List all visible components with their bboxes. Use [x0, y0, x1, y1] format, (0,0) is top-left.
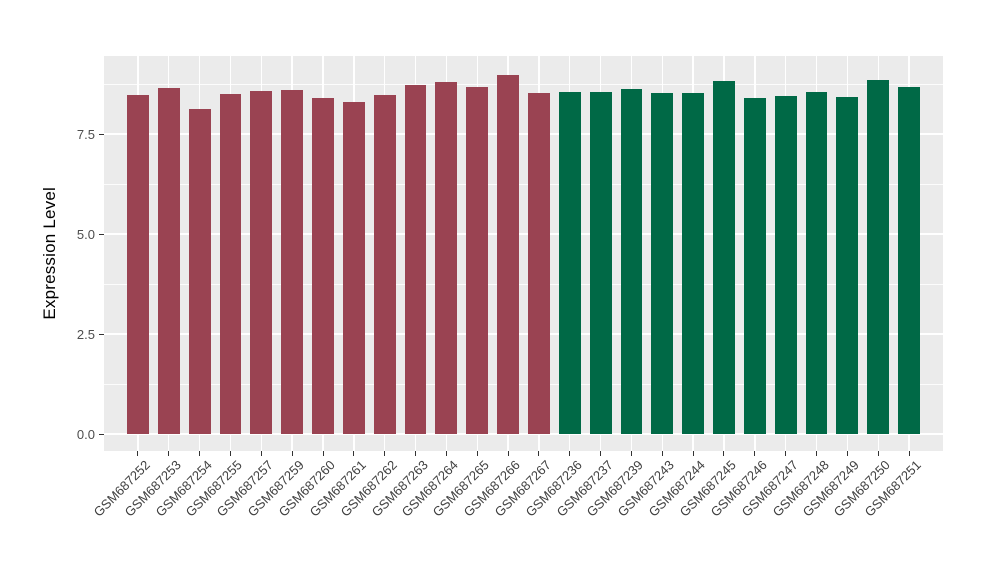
y-axis-tick-label: 5.0 [76, 226, 95, 242]
bar-GSM687252 [127, 94, 149, 434]
x-axis-tick [322, 451, 324, 456]
x-axis-tick [569, 451, 571, 456]
y-axis-tick [99, 233, 104, 235]
bar-GSM687254 [188, 109, 211, 434]
bar-GSM687245 [713, 80, 735, 434]
bar-GSM687248 [805, 91, 828, 434]
x-axis-tick [353, 451, 355, 456]
minor-gridline [104, 283, 943, 285]
bar-GSM687266 [497, 74, 519, 434]
x-axis-tick [630, 451, 632, 456]
minor-gridline [104, 383, 943, 385]
bar-GSM687251 [898, 86, 920, 434]
x-axis-tick [785, 451, 787, 456]
x-axis-tick [199, 451, 201, 456]
y-axis-title-box: Expression Level [36, 56, 64, 451]
x-axis-tick [415, 451, 417, 456]
minor-gridline [104, 183, 943, 185]
bar-GSM687237 [589, 92, 612, 434]
x-axis-tick [600, 451, 602, 456]
x-axis-tick [846, 451, 848, 456]
bar-GSM687260 [312, 97, 334, 434]
x-axis-tick [168, 451, 170, 456]
bar-GSM687267 [528, 93, 550, 434]
bar-GSM687246 [743, 97, 766, 434]
x-axis-tick [908, 451, 910, 456]
x-axis-tick [816, 451, 818, 456]
minor-gridline [104, 83, 943, 85]
x-axis-tick [445, 451, 447, 456]
x-axis-tick [661, 451, 663, 456]
bar-GSM687265 [466, 86, 489, 434]
x-axis-tick [229, 451, 231, 456]
bar-GSM687263 [404, 85, 427, 434]
y-axis-tick [99, 133, 104, 135]
bar-GSM687243 [651, 92, 674, 434]
major-gridline [104, 233, 943, 235]
bar-GSM687261 [342, 101, 365, 434]
major-gridline [104, 333, 943, 335]
x-axis-tick [507, 451, 509, 456]
bar-GSM687259 [281, 90, 304, 434]
x-axis-tick [137, 451, 139, 456]
bar-GSM687239 [620, 88, 643, 434]
bar-GSM687253 [157, 87, 180, 434]
bar-GSM687264 [435, 82, 458, 434]
plot-panel [104, 56, 943, 451]
x-axis-tick [877, 451, 879, 456]
y-axis-tick [99, 333, 104, 335]
bar-GSM687247 [774, 95, 797, 434]
y-axis-tick-label: 7.5 [76, 126, 95, 142]
x-axis-tick [476, 451, 478, 456]
x-axis-tick [291, 451, 293, 456]
bar-GSM687236 [558, 92, 581, 434]
x-axis-tick [538, 451, 540, 456]
bar-GSM687262 [373, 94, 396, 434]
bar-GSM687249 [836, 97, 859, 434]
x-axis-tick [692, 451, 694, 456]
x-axis-tick [754, 451, 756, 456]
bar-GSM687250 [867, 80, 890, 434]
bar-GSM687244 [682, 92, 705, 434]
y-axis-tick-label: 0.0 [76, 426, 95, 442]
x-axis-tick [384, 451, 386, 456]
bar-GSM687257 [250, 90, 273, 434]
y-axis-tick [99, 433, 104, 435]
y-axis-title: Expression Level [40, 187, 59, 320]
x-axis-tick [723, 451, 725, 456]
major-gridline [104, 133, 943, 135]
x-axis-tick [260, 451, 262, 456]
bar-GSM687255 [219, 94, 242, 434]
y-axis-tick-label: 2.5 [76, 326, 95, 342]
major-gridline [104, 433, 943, 435]
